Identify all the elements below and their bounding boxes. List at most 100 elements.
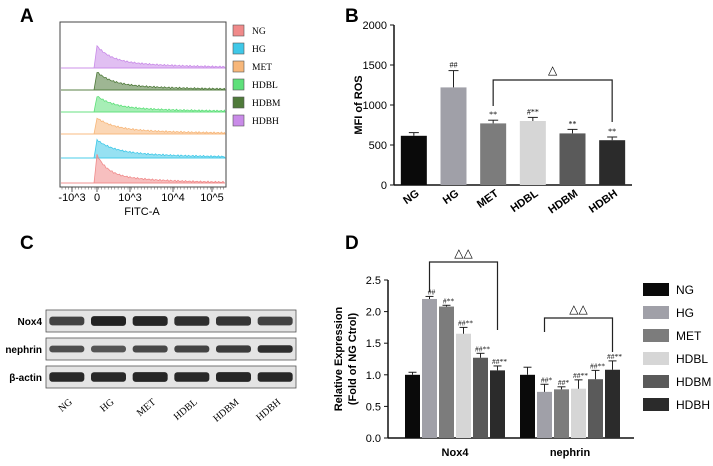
panel-label-a: A [20, 6, 34, 27]
chart-d-annotation: ##** [573, 371, 588, 380]
blot-lane-label: HG [98, 397, 116, 415]
blot-lane-label: MET [135, 397, 158, 419]
chart-d-annotation: ##** [607, 352, 622, 361]
blot-band [91, 372, 126, 382]
blot-strip-0 [45, 309, 297, 333]
chart-d-x-tick-label: Nox4 [442, 447, 470, 459]
chart-d-annotation: ##** [492, 357, 507, 366]
chart-d-y-tick-label: 0.0 [366, 433, 381, 445]
blot-band [174, 316, 210, 326]
chart-b-x-tick-label: NG [401, 188, 421, 207]
chart-b-y-tick-label: 1000 [363, 100, 387, 112]
panel-label-d: D [345, 233, 359, 254]
flow-tick-label: 0 [94, 192, 100, 204]
flow-legend-label-hdbl: HDBL [252, 81, 278, 91]
chart-d-legend-swatch-hdbh [643, 398, 669, 411]
chart-d-bracket [428, 261, 499, 330]
panel-label-b: B [345, 6, 359, 27]
blot-protein-label: Nox4 [18, 317, 43, 328]
chart-b-annotation: #** [527, 107, 539, 116]
ros-bar-chart: 0 500 1000 1500 2000 MFI of ROS NG ## HG ** MET #**… [353, 20, 632, 216]
flow-curve-hdbl [61, 96, 226, 113]
chart-d-legend-label-hdbl: HDBL [676, 352, 708, 366]
blot-band [91, 316, 126, 326]
western-blot-panel: Nox4 nephrin β-actin NG HG MET HDBL HDBM HDBH [5, 309, 297, 425]
flow-legend-label-hdbm: HDBM [252, 99, 281, 109]
blot-lane-label: HDBM [211, 397, 241, 425]
flow-tick-label: -10^3 [58, 192, 85, 204]
flow-curve-hdbm [61, 72, 226, 91]
chart-d-annotation: ##** [590, 361, 605, 370]
blot-band [174, 345, 210, 353]
flow-legend: NG HG MET HDBL HDBM HDBH [232, 24, 281, 127]
chart-b-bar-hdbm [559, 133, 586, 185]
flow-legend-swatch-hg [232, 42, 245, 55]
flow-curves [61, 44, 226, 184]
chart-d-legend-label-met: MET [676, 329, 702, 343]
chart-d-legend-label-hdbh: HDBH [676, 398, 710, 412]
chart-d-y-tick-label: 2.0 [366, 307, 381, 319]
blot-strip-2 [45, 365, 297, 389]
chart-d-annotation: #** [443, 296, 455, 305]
blot-band [257, 316, 293, 326]
blot-band [216, 345, 251, 353]
blot-band [91, 345, 126, 353]
chart-b-x-tick-label: HG [441, 188, 461, 207]
blot-band [49, 345, 85, 353]
flow-legend-swatch-ng [232, 24, 245, 37]
flow-plot-frame [59, 21, 227, 188]
chart-d-annotation: ## [428, 287, 436, 296]
chart-b-bracket-label: △ [548, 63, 558, 77]
blot-band [216, 316, 251, 326]
blot-band [49, 316, 85, 326]
flow-legend-swatch-met [232, 60, 245, 73]
blot-band [216, 372, 251, 382]
chart-b-bar-met [480, 123, 507, 185]
chart-d-bar-nephrin-hg [537, 391, 552, 438]
chart-d-bracket-label: △△ [569, 302, 588, 316]
flow-legend-label-met: MET [252, 63, 272, 73]
chart-d-bar-nephrin-ng [520, 374, 535, 438]
chart-d-annotation: ##** [458, 318, 473, 327]
blot-lane-label: HDBL [172, 397, 200, 423]
chart-d-legend-label-hg: HG [676, 306, 694, 320]
chart-b-annotation: ** [569, 119, 577, 128]
flow-curve-hg [61, 138, 226, 159]
chart-b-y-tick-label: 1500 [363, 60, 387, 72]
blot-protein-label: nephrin [5, 345, 42, 356]
chart-d-legend-swatch-hdbl [643, 352, 669, 365]
chart-b-bar-hdbl [519, 121, 546, 185]
chart-d-bar-nox4-ng [405, 374, 420, 438]
panel-label-c: C [20, 233, 34, 254]
chart-d-bar-nephrin-hdbh [605, 369, 620, 438]
flow-legend-swatch-hdbh [232, 114, 245, 127]
chart-d-ylabel2: (Fold of NG Ctrol) [347, 313, 359, 406]
chart-b-x-tick-label: MET [475, 187, 501, 210]
flow-tick-label: 10^4 [161, 192, 185, 204]
flow-legend-swatch-hdbm [232, 96, 245, 109]
blot-lane-label: NG [57, 397, 75, 415]
chart-b-annotation: ## [450, 61, 458, 70]
chart-d-bar-nox4-hdbm [473, 357, 488, 438]
blot-band [49, 372, 85, 382]
chart-d-bar-nox4-met [439, 306, 454, 438]
flow-tick-label: 10^5 [200, 192, 224, 204]
chart-d-legend-swatch-met [643, 329, 669, 342]
chart-d-legend-swatch-hdbm [643, 375, 669, 388]
blot-band [174, 372, 210, 382]
chart-d-annotation: ##** [475, 344, 490, 353]
chart-d-y-tick-label: 2.5 [366, 275, 381, 287]
flow-curve-hdbh [61, 44, 226, 69]
relative-expression-chart: 0.0 0.5 1.0 1.5 2.0 2.5 Relative Expression (Fo… [333, 246, 711, 459]
blot-lane-label: HDBH [254, 397, 283, 424]
chart-d-ylabel: Relative Expression [333, 306, 345, 411]
flow-curve-met [61, 117, 226, 135]
chart-d-legend-swatch-hg [643, 306, 669, 319]
flow-legend-label-hg: HG [252, 45, 266, 55]
blot-protein-label: β-actin [9, 373, 42, 384]
flow-curve-ng [61, 154, 225, 184]
chart-d-y-tick-label: 1.5 [366, 338, 381, 350]
blot-band [257, 345, 293, 353]
chart-d-bar-nox4-hg [422, 298, 437, 438]
